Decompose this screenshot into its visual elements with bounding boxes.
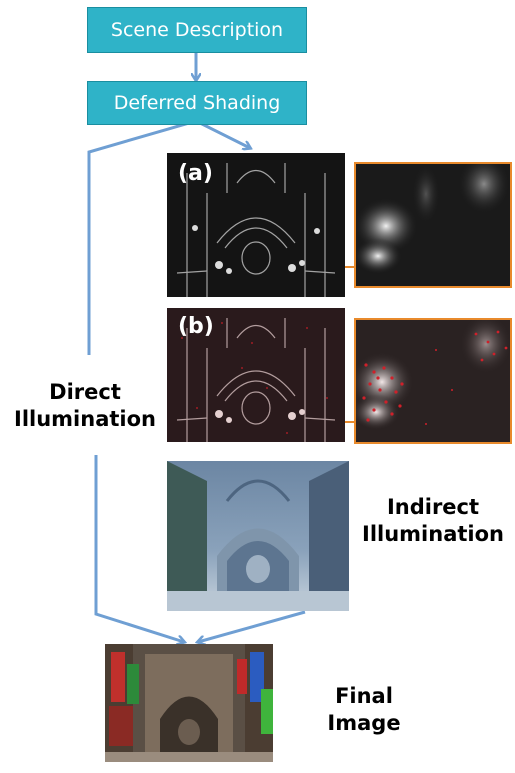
final-image-label: Final Image xyxy=(318,683,410,737)
panel-a-tag: (a) xyxy=(178,161,213,186)
panel-a-image: (a) xyxy=(167,153,345,297)
final-label-line1: Final xyxy=(335,684,393,708)
arrow-direct-to-final xyxy=(94,455,184,642)
deferred-shading-label: Deferred Shading xyxy=(113,92,281,114)
panel-b-render xyxy=(167,308,345,442)
zoom-a-render xyxy=(356,164,510,274)
scene-description-node: Scene Description xyxy=(87,7,307,53)
indirect-label-line2: Illumination xyxy=(362,522,504,546)
direct-illumination-label: Direct Illumination xyxy=(12,379,158,433)
indirect-render xyxy=(167,461,349,611)
arrow-deferred-to-indirect xyxy=(195,119,250,148)
direct-label-line2: Illumination xyxy=(14,407,156,431)
zoom-b-render xyxy=(356,320,510,430)
arrow-indirect-to-final xyxy=(198,610,306,642)
panel-b-image: (b) xyxy=(167,308,345,442)
indirect-label-line1: Indirect xyxy=(386,495,480,519)
final-label-line2: Image xyxy=(327,711,401,735)
indirect-illumination-image xyxy=(167,461,349,611)
indirect-illumination-label: Indirect Illumination xyxy=(358,494,508,548)
scene-description-label: Scene Description xyxy=(110,19,284,41)
deferred-shading-node: Deferred Shading xyxy=(87,81,307,125)
final-image xyxy=(105,644,273,762)
zoom-a-image xyxy=(354,162,512,288)
panel-a-render xyxy=(167,153,345,297)
zoom-b-image xyxy=(354,318,512,444)
panel-b-tag: (b) xyxy=(178,314,214,339)
final-render xyxy=(105,644,273,762)
direct-label-line1: Direct xyxy=(49,380,121,404)
line-deferred-to-direct xyxy=(87,119,197,355)
